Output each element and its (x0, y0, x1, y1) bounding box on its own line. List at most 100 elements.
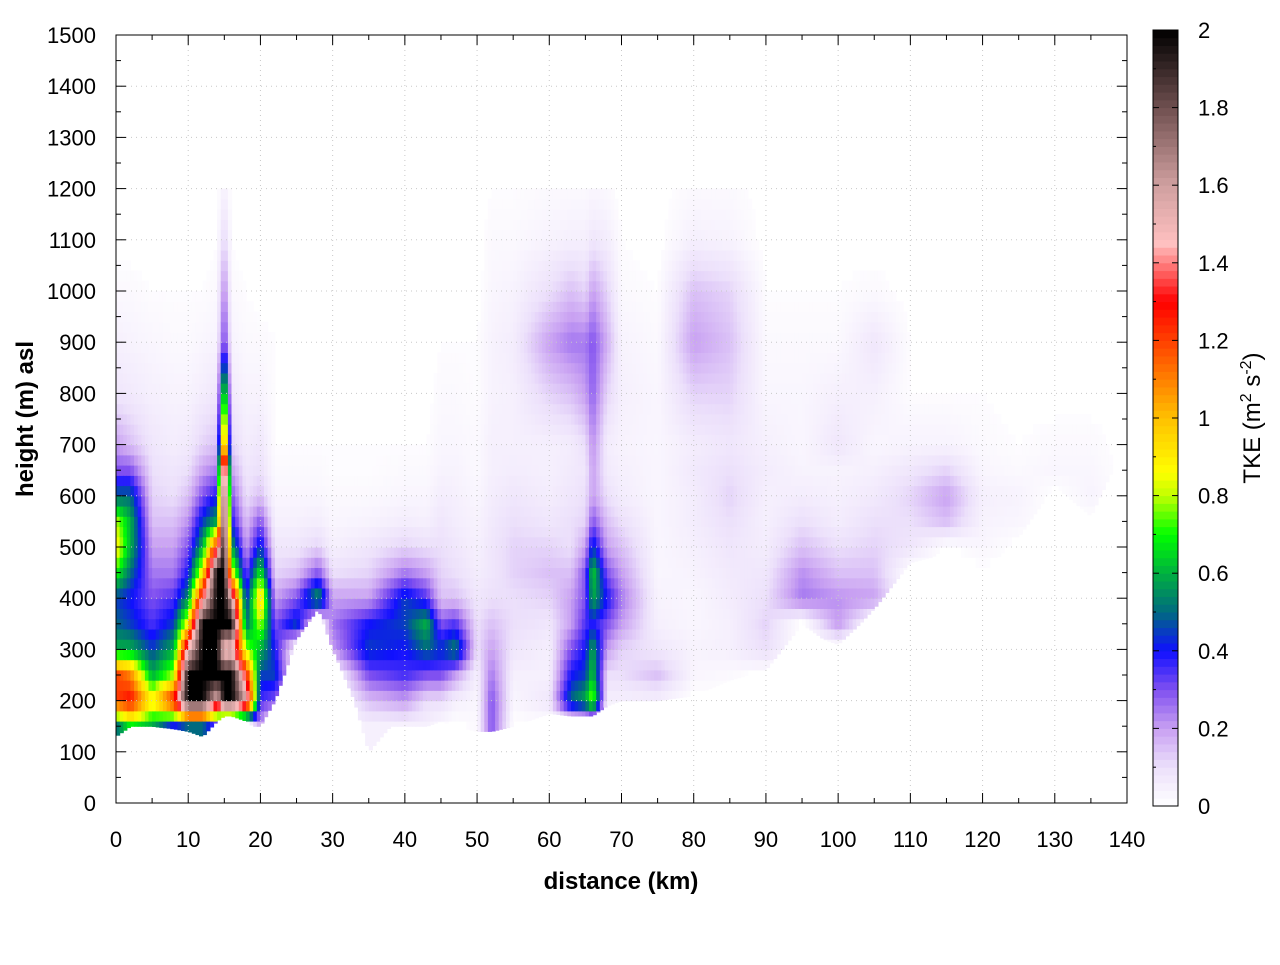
heatmap-cell (137, 383, 142, 394)
heatmap-cell (191, 731, 196, 734)
heatmap-cell (455, 659, 460, 671)
heatmap-cell (484, 495, 489, 507)
heatmap-cell (422, 628, 428, 640)
heatmap-cell (516, 403, 521, 415)
heatmap-cell (379, 659, 384, 671)
heatmap-cell (534, 690, 539, 702)
heatmap-cell (401, 618, 406, 630)
heatmap-cell (347, 485, 352, 497)
heatmap-cell (220, 475, 225, 487)
heatmap-cell (516, 270, 521, 282)
heatmap-cell (437, 434, 442, 446)
heatmap-cell (365, 700, 370, 712)
heatmap-cell (365, 669, 370, 681)
heatmap-cell (376, 639, 381, 650)
heatmap-cell (177, 301, 182, 312)
heatmap-cell (578, 250, 583, 261)
heatmap-cell (556, 506, 561, 517)
heatmap-cell (152, 608, 157, 620)
heatmap-cell (531, 229, 536, 241)
heatmap-cell (264, 332, 269, 343)
heatmap-cell (126, 680, 131, 691)
heatmap-cell (477, 608, 482, 620)
heatmap-cell (491, 209, 496, 220)
heatmap-cell (202, 424, 207, 435)
heatmap-cell (177, 526, 182, 538)
heatmap-cell (578, 639, 583, 650)
heatmap-cell (506, 321, 511, 333)
heatmap-cell (155, 383, 160, 394)
heatmap-cell (235, 516, 240, 528)
heatmap-cell (506, 598, 511, 609)
heatmap-cell (531, 219, 536, 231)
heatmap-cell (534, 588, 539, 599)
heatmap-cell (119, 311, 124, 323)
heatmap-cell (491, 229, 496, 241)
heatmap-cell (267, 352, 272, 364)
heatmap-cell (462, 608, 467, 620)
heatmap-cell (321, 536, 326, 548)
heatmap-cell (195, 680, 200, 691)
heatmap-cell (502, 372, 507, 384)
heatmap-cell (253, 567, 258, 579)
heatmap-cell (303, 506, 308, 517)
heatmap-cell (394, 680, 399, 691)
heatmap-cell (184, 659, 189, 671)
heatmap-cell (303, 485, 308, 497)
heatmap-cell (119, 659, 124, 671)
heatmap-cell (213, 669, 218, 681)
heatmap-cell (491, 301, 496, 312)
heatmap-cell (170, 516, 175, 528)
heatmap-cell (242, 516, 247, 528)
heatmap-cell (491, 588, 496, 599)
heatmap-cell (552, 495, 558, 507)
heatmap-cell (253, 485, 258, 497)
heatmap-cell (581, 424, 586, 435)
heatmap-cell (484, 219, 489, 231)
heatmap-cell (148, 332, 153, 343)
heatmap-cell (227, 598, 233, 609)
heatmap-cell (213, 721, 218, 724)
heatmap-cell (224, 198, 229, 210)
heatmap-cell (534, 710, 539, 719)
heatmap-cell (181, 495, 186, 507)
heatmap-cell (253, 444, 258, 456)
heatmap-cell (531, 291, 536, 302)
heatmap-cell (191, 516, 196, 528)
heatmap-cell (545, 598, 550, 609)
heatmap-cell (155, 393, 160, 405)
heatmap-cell (144, 669, 150, 681)
heatmap-cell (123, 495, 128, 507)
heatmap-cell (444, 700, 449, 712)
heatmap-cell (119, 413, 124, 425)
heatmap-cell (238, 506, 243, 517)
heatmap-cell (477, 434, 482, 446)
heatmap-cell (227, 198, 233, 210)
heatmap-cell (368, 465, 373, 476)
heatmap-cell (552, 485, 558, 497)
heatmap-cell (173, 700, 178, 712)
heatmap-cell (144, 649, 150, 661)
heatmap-cell (477, 557, 482, 568)
heatmap-cell (137, 454, 142, 466)
heatmap-cell (376, 547, 381, 558)
heatmap-cell (491, 618, 496, 630)
heatmap-cell (444, 577, 449, 589)
heatmap-cell (487, 383, 493, 394)
heatmap-cell (567, 321, 572, 333)
heatmap-cell (455, 618, 460, 630)
heatmap-cell (303, 495, 308, 507)
heatmap-cell (459, 465, 464, 476)
heatmap-cell (578, 280, 583, 292)
heatmap-cell (560, 628, 565, 640)
heatmap-cell (159, 444, 164, 456)
heatmap-cell (376, 536, 381, 548)
heatmap-cell (451, 413, 456, 425)
heatmap-cell (318, 588, 323, 599)
heatmap-cell (433, 649, 438, 661)
heatmap-cell (148, 588, 153, 599)
heatmap-cell (477, 332, 482, 343)
heatmap-cell (484, 403, 489, 415)
heatmap-cell (430, 567, 435, 579)
heatmap-cell (199, 547, 204, 558)
